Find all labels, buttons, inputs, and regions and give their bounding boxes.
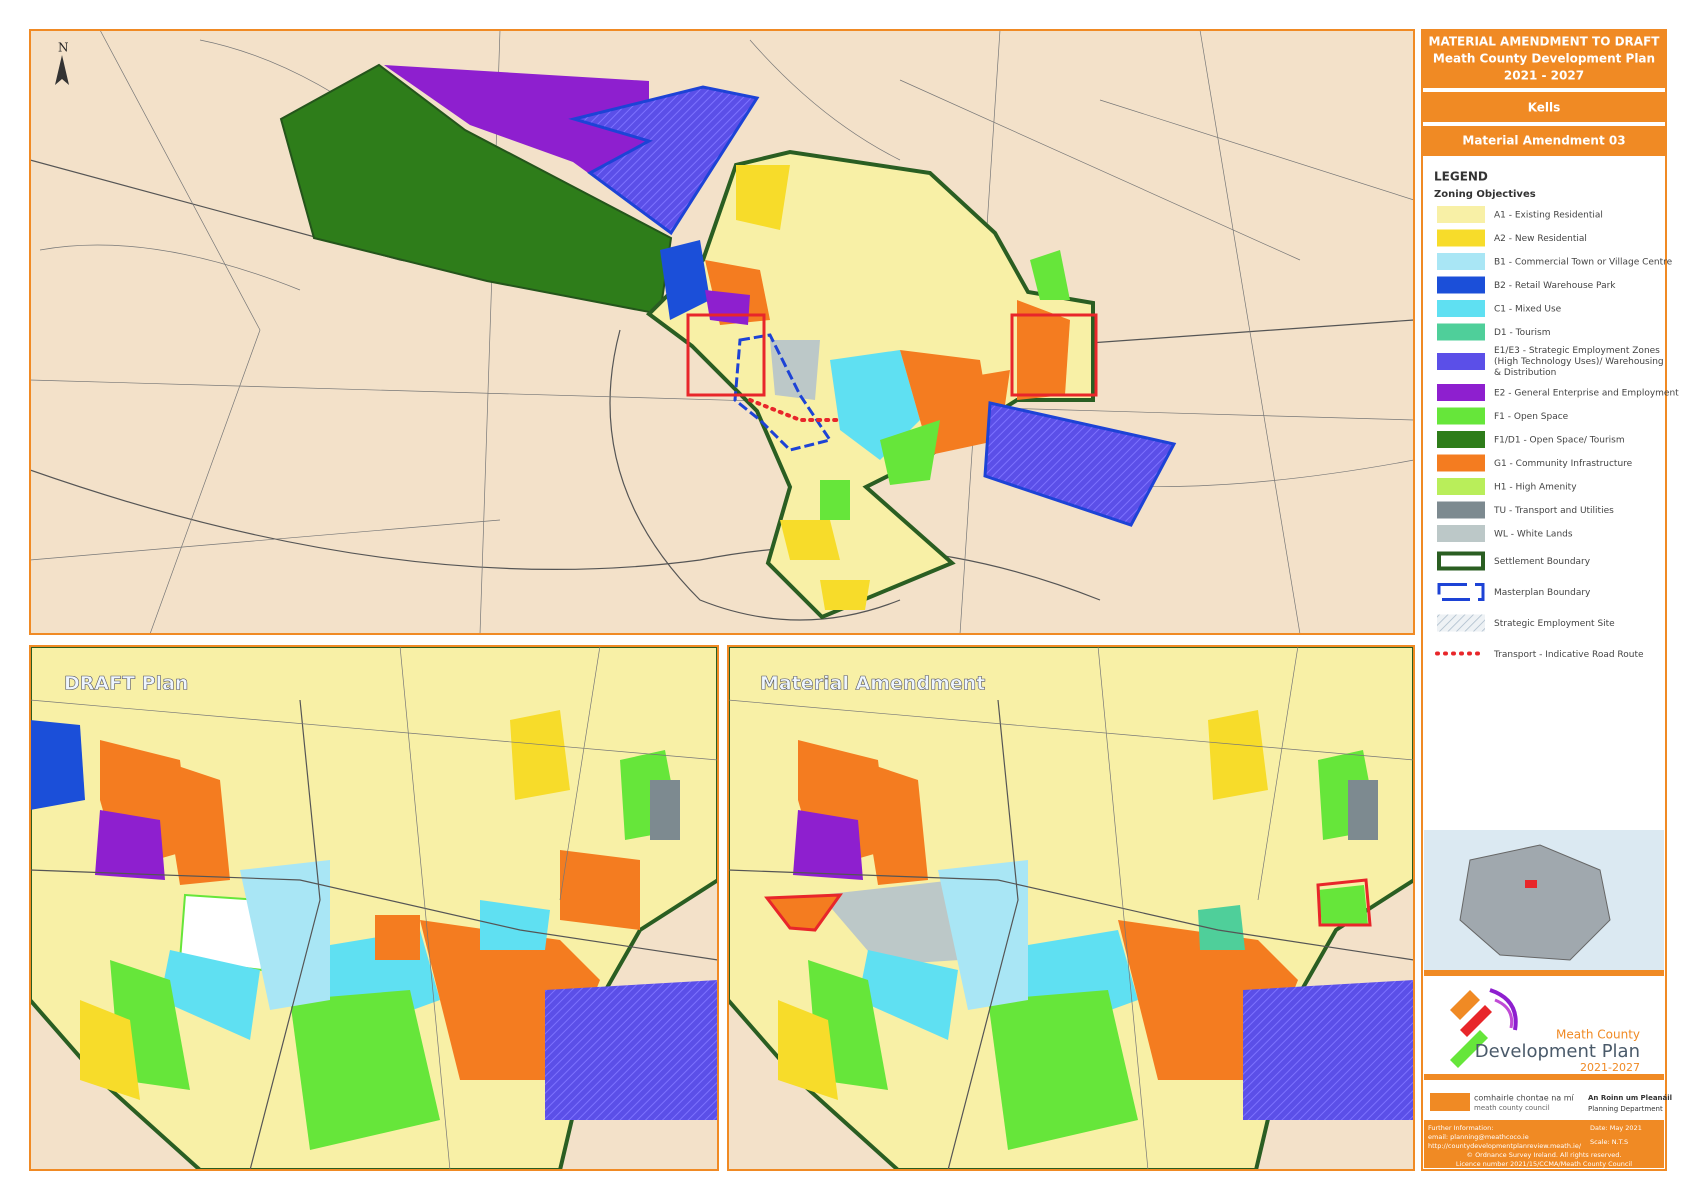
info-line: http://countydevelopmentplanreview.meath… bbox=[1428, 1142, 1582, 1150]
legend-swatch bbox=[1437, 323, 1485, 341]
draft-map: DRAFT Plan bbox=[30, 646, 718, 1170]
legend-swatch bbox=[1437, 229, 1485, 247]
plan-logo: Meath County Development Plan 2021-2027 bbox=[1450, 988, 1640, 1074]
legend-swatch bbox=[1437, 614, 1485, 632]
legend-swatch bbox=[1437, 353, 1485, 370]
legend-label: Settlement Boundary bbox=[1494, 557, 1591, 567]
title-line: 2021 - 2027 bbox=[1504, 69, 1584, 83]
legend-label: WL - White Lands bbox=[1494, 530, 1573, 540]
legend-label: Strategic Employment Site bbox=[1494, 619, 1615, 629]
north-arrow: N bbox=[58, 41, 69, 55]
legend-label: Masterplan Boundary bbox=[1494, 588, 1591, 598]
scale: Scale: N.T.S bbox=[1590, 1138, 1628, 1146]
amendment-map: Material Amendment bbox=[728, 646, 1414, 1170]
title-line: MATERIAL AMENDMENT TO DRAFT bbox=[1429, 35, 1661, 49]
legend-swatch bbox=[1437, 206, 1485, 223]
department-irish: An Roinn um Pleanáil bbox=[1588, 1094, 1672, 1102]
legend-label: TU - Transport and Utilities bbox=[1493, 506, 1614, 516]
panel-label: Material Amendment bbox=[760, 673, 985, 695]
department-english: Planning Department bbox=[1588, 1105, 1663, 1113]
title-line: Meath County Development Plan bbox=[1433, 52, 1655, 66]
legend-swatch bbox=[1437, 525, 1485, 542]
logo-line: 2021-2027 bbox=[1580, 1061, 1640, 1074]
legend-label: B1 - Commercial Town or Village Centre bbox=[1494, 258, 1673, 268]
legend-swatch bbox=[1437, 501, 1485, 519]
legend-swatch bbox=[1437, 384, 1485, 401]
legend-label: H1 - High Amenity bbox=[1494, 483, 1577, 493]
legend-swatch bbox=[1437, 454, 1485, 472]
legend-swatch bbox=[1437, 407, 1485, 425]
info-line: Further Information: bbox=[1428, 1124, 1493, 1132]
legend-label: D1 - Tourism bbox=[1494, 328, 1550, 338]
legend-label: A1 - Existing Residential bbox=[1494, 211, 1603, 221]
date: Date: May 2021 bbox=[1590, 1124, 1642, 1132]
town-name: Kells bbox=[1528, 101, 1561, 115]
legend-subtitle: Zoning Objectives bbox=[1434, 189, 1536, 200]
county-shape bbox=[1459, 844, 1611, 961]
legend-label: G1 - Community Infrastructure bbox=[1494, 459, 1633, 469]
legend-label: Transport - Indicative Road Route bbox=[1493, 650, 1644, 660]
title-block: MATERIAL AMENDMENT TO DRAFT Meath County… bbox=[1421, 29, 1679, 1171]
legend-label: A2 - New Residential bbox=[1494, 234, 1587, 244]
legend-title: LEGEND bbox=[1434, 170, 1488, 184]
legend: A1 - Existing Residential A2 - New Reside… bbox=[1435, 206, 1679, 660]
legend-swatch bbox=[1437, 300, 1485, 317]
legend-label: F1/D1 - Open Space/ Tourism bbox=[1494, 436, 1625, 446]
legend-swatch bbox=[1437, 253, 1485, 270]
council-irish: comhairle chontae na mí bbox=[1474, 1094, 1575, 1103]
amendment-name: Material Amendment 03 bbox=[1462, 134, 1625, 148]
legend-swatch bbox=[1437, 478, 1485, 495]
legend-label: E1/E3 - Strategic Employment Zones (High … bbox=[1494, 346, 1664, 378]
legend-swatch bbox=[1437, 583, 1485, 601]
legend-swatch bbox=[1437, 551, 1485, 571]
info-line: email: planning@meathcoco.ie bbox=[1428, 1133, 1529, 1141]
kells-marker bbox=[1525, 880, 1537, 888]
logo-line: Meath County bbox=[1556, 1028, 1640, 1042]
council-english: meath county council bbox=[1474, 1104, 1550, 1112]
legend-label: E2 - General Enterprise and Employment bbox=[1494, 389, 1679, 399]
logo-line: Development Plan bbox=[1475, 1041, 1640, 1062]
panel-label: DRAFT Plan bbox=[64, 673, 188, 695]
licence: Licence number 2021/15/CCMA/Meath County… bbox=[1456, 1160, 1632, 1168]
legend-swatch bbox=[1437, 276, 1485, 294]
legend-label: F1 - Open Space bbox=[1494, 412, 1569, 422]
legend-label: C1 - Mixed Use bbox=[1494, 305, 1562, 315]
legend-swatch bbox=[1437, 431, 1485, 448]
copyright: © Ordnance Survey Ireland. All rights re… bbox=[1467, 1151, 1622, 1159]
overview-map: N bbox=[30, 30, 1414, 634]
legend-label: B2 - Retail Warehouse Park bbox=[1494, 281, 1616, 291]
